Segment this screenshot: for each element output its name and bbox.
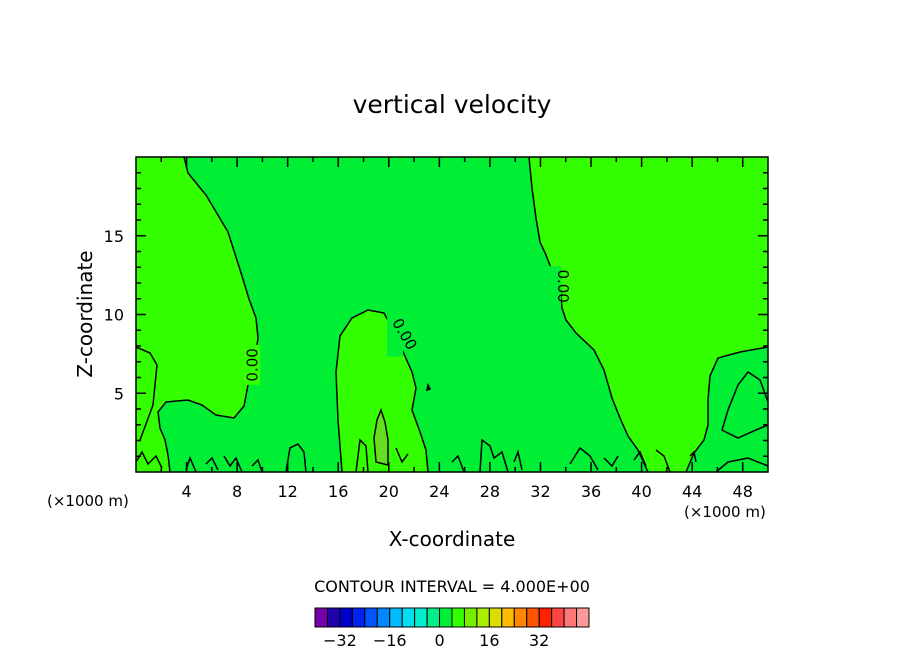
colorbar-swatch <box>351 607 366 628</box>
x-tick-label: 28 <box>480 482 500 501</box>
contour-right-inner <box>685 346 769 473</box>
zero-contour-right <box>528 156 649 473</box>
colorbar-swatch <box>389 607 403 628</box>
contour-right-blob <box>721 370 769 439</box>
colorbar-swatch <box>476 607 490 628</box>
strong-positive-core <box>374 410 388 465</box>
colorbar-swatch <box>501 607 515 628</box>
colorbar-swatch <box>326 607 341 628</box>
x-tick-label: 8 <box>232 482 242 501</box>
x-tick-label: 12 <box>278 482 298 501</box>
x-tick-label: 44 <box>682 482 702 501</box>
y-tick-label: 10 <box>104 306 124 325</box>
contour-left-lower <box>135 346 158 441</box>
x-tick-label: 48 <box>733 482 753 501</box>
contour-label: 0.00 <box>243 348 261 381</box>
x-tick-label: 24 <box>429 482 449 501</box>
contour-lines <box>135 156 769 473</box>
colorbar-swatch <box>426 607 441 628</box>
colorbar-swatch <box>576 607 590 628</box>
colorbar-swatch <box>339 607 353 628</box>
x-axis-label: X-coordinate <box>389 527 516 551</box>
x-unit-label-left: (×1000 m) <box>47 492 129 510</box>
colorbar-swatch <box>488 607 503 628</box>
y-tick-label: 5 <box>114 384 124 403</box>
colorbar-swatch <box>538 607 553 628</box>
colorbar-swatch <box>314 607 328 628</box>
colorbar-tick-label: 0 <box>434 631 444 650</box>
contour-label-bg <box>545 266 562 307</box>
contour-interval-text: CONTOUR INTERVAL = 4.000E+00 <box>314 577 590 596</box>
contour-right-bottom <box>715 457 769 473</box>
x-tick-label: 32 <box>530 482 550 501</box>
colorbar-swatch <box>401 607 416 628</box>
zero-contour-left <box>157 156 259 473</box>
colorbar-swatch <box>414 607 428 628</box>
x-axis-ticks: 4 8 12 16 20 24 28 32 36 40 44 48 <box>160 157 753 501</box>
positive-region-left <box>136 157 258 472</box>
chart-title: vertical velocity <box>353 90 552 119</box>
colorbar-tick-label: 16 <box>479 631 499 650</box>
colorbar-tick-labels: −32 −16 0 16 32 <box>323 631 549 650</box>
contour-near-ground <box>135 438 697 473</box>
colorbar-tick-label: 32 <box>529 631 549 650</box>
colorbar-swatch <box>513 607 528 628</box>
x-tick-label: 20 <box>379 482 399 501</box>
colorbar-swatch <box>451 607 465 628</box>
colorbar-swatch <box>526 607 540 628</box>
colorbar-swatch <box>376 607 391 628</box>
x-tick-label: 16 <box>328 482 348 501</box>
y-axis-label: Z-coordinate <box>73 250 97 377</box>
y-tick-label: 15 <box>104 227 124 246</box>
x-unit-label-right: (×1000 m) <box>684 503 766 521</box>
contour-strong-core <box>373 407 389 466</box>
x-tick-label: 40 <box>631 482 651 501</box>
y-axis-ticks: 5 10 15 <box>104 172 768 457</box>
colorbar-swatch <box>364 607 378 628</box>
colorbar-swatch <box>439 607 453 628</box>
positive-region-center <box>336 310 428 472</box>
contour-label-bg <box>387 316 404 357</box>
colorbar-tick-label: −32 <box>323 631 357 650</box>
x-tick-label: 36 <box>581 482 601 501</box>
x-tick-label: 4 <box>181 482 191 501</box>
contour-field: 0.000.000.00 <box>135 156 769 473</box>
colorbar <box>314 607 590 628</box>
contour-dot <box>426 382 432 392</box>
colorbar-swatch <box>551 607 565 628</box>
colorbar-swatch <box>463 607 478 628</box>
colorbar-swatch <box>563 607 578 628</box>
contour-label: 0.00 <box>554 269 572 302</box>
contour-label-bg <box>244 344 261 385</box>
colorbar-tick-label: −16 <box>373 631 407 650</box>
